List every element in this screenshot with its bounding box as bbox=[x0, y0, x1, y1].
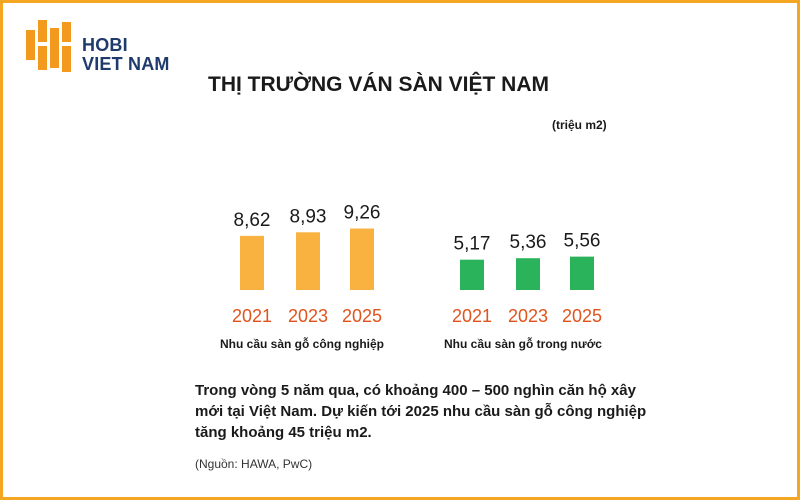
logo-block bbox=[62, 46, 71, 72]
brand-logo: HOBI VIET NAM bbox=[26, 20, 186, 80]
logo-line1: HOBI bbox=[82, 35, 128, 55]
logo-block bbox=[26, 30, 35, 60]
year-tick-label: 2023 bbox=[288, 306, 328, 326]
logo-block bbox=[62, 22, 71, 42]
logo-block bbox=[38, 20, 47, 42]
logo-wordmark: HOBI VIET NAM bbox=[82, 36, 170, 74]
year-tick-label: 2021 bbox=[232, 306, 272, 326]
year-tick-label: 2025 bbox=[342, 306, 382, 326]
logo-line2: VIET NAM bbox=[82, 54, 170, 74]
bar-right-2023 bbox=[516, 258, 540, 290]
logo-block bbox=[50, 28, 59, 68]
chart-right-caption: Nhu cầu sàn gỗ trong nước bbox=[444, 337, 602, 351]
value-label: 5,56 bbox=[564, 231, 601, 252]
logo-block bbox=[38, 46, 47, 70]
page-title: THỊ TRƯỜNG VÁN SÀN VIỆT NAM bbox=[208, 73, 550, 96]
bar-left-2023 bbox=[296, 232, 320, 290]
year-tick-label: 2021 bbox=[452, 306, 492, 326]
value-label: 9,26 bbox=[344, 203, 381, 224]
year-tick-label: 2025 bbox=[562, 306, 602, 326]
bar-left-2021 bbox=[240, 235, 264, 290]
bar-right-2021 bbox=[460, 259, 484, 290]
value-label: 8,93 bbox=[290, 206, 327, 227]
value-label: 5,36 bbox=[510, 232, 547, 253]
value-label: 5,17 bbox=[454, 234, 491, 255]
chart-left-caption: Nhu cầu sàn gỗ công nghiệp bbox=[220, 337, 385, 351]
unit-label: (triệu m2) bbox=[552, 118, 607, 132]
year-tick-label: 2023 bbox=[508, 306, 548, 326]
bar-left-2025 bbox=[350, 228, 374, 290]
bar-right-2025 bbox=[570, 256, 594, 290]
source-note: (Nguồn: HAWA, PwC) bbox=[195, 457, 313, 471]
value-label: 8,62 bbox=[234, 210, 271, 231]
logo-mark-icon bbox=[26, 20, 71, 72]
description-text: Trong vòng 5 năm qua, có khoảng 400 – 50… bbox=[195, 382, 647, 441]
